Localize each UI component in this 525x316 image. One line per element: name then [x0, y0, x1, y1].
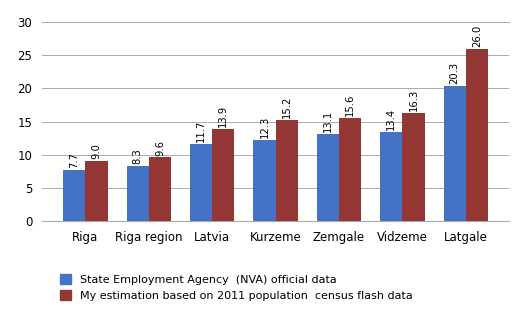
Text: 13.1: 13.1	[323, 110, 333, 132]
Bar	[403, 113, 425, 221]
Text: 11.7: 11.7	[196, 119, 206, 142]
Bar	[339, 118, 361, 221]
Text: 16.3: 16.3	[408, 89, 418, 111]
Text: 26.0: 26.0	[472, 24, 482, 47]
Bar	[86, 161, 108, 221]
Bar	[254, 140, 276, 221]
Bar	[276, 120, 298, 221]
Text: 15.2: 15.2	[282, 96, 292, 118]
Text: 9.0: 9.0	[91, 143, 101, 160]
Bar	[149, 157, 171, 221]
Text: 8.3: 8.3	[133, 149, 143, 164]
Text: 13.9: 13.9	[218, 105, 228, 127]
Bar	[380, 132, 403, 221]
Text: 13.4: 13.4	[386, 108, 396, 130]
Bar	[127, 166, 149, 221]
Text: 12.3: 12.3	[259, 115, 269, 137]
Bar	[444, 87, 466, 221]
Bar	[317, 134, 339, 221]
Legend: State Employment Agency  (NVA) official data, My estimation based on 2011 popula: State Employment Agency (NVA) official d…	[57, 270, 416, 304]
Bar	[190, 143, 212, 221]
Text: 7.7: 7.7	[69, 152, 79, 168]
Text: 15.6: 15.6	[345, 93, 355, 116]
Text: 9.6: 9.6	[155, 139, 165, 155]
Bar	[63, 170, 86, 221]
Bar	[466, 49, 488, 221]
Bar	[212, 129, 235, 221]
Text: 20.3: 20.3	[450, 62, 460, 84]
